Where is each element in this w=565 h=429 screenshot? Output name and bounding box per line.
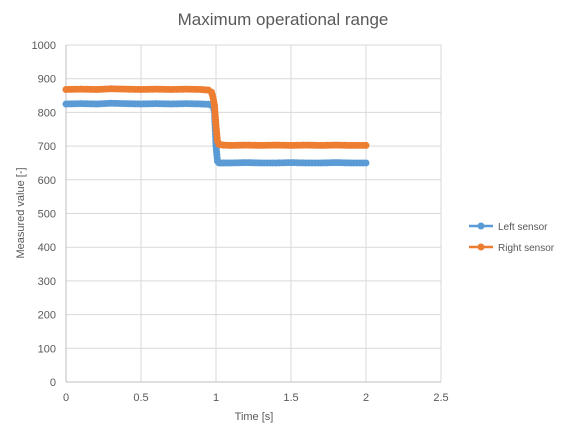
- y-tick-label: 0: [50, 377, 56, 389]
- series-left-sensor: [62, 99, 370, 167]
- y-tick-label: 1000: [32, 40, 56, 52]
- series-marker: [239, 159, 247, 167]
- series-marker: [239, 141, 247, 149]
- y-tick-label: 900: [38, 74, 56, 86]
- series-marker: [284, 141, 292, 149]
- series-marker: [299, 159, 307, 167]
- series-marker: [89, 85, 97, 93]
- series-marker: [104, 99, 112, 107]
- series-marker: [212, 119, 220, 127]
- series-marker: [225, 141, 232, 149]
- series-marker: [194, 85, 202, 93]
- legend: Left sensor Right sensor: [469, 222, 555, 254]
- series-marker: [254, 159, 262, 167]
- series-marker: [134, 85, 142, 93]
- x-tick-label: 0.5: [133, 392, 148, 404]
- series-marker: [299, 141, 307, 149]
- series-marker: [208, 91, 216, 99]
- series-marker: [89, 100, 97, 108]
- series-marker: [344, 159, 352, 167]
- series-marker: [314, 159, 322, 167]
- series-marker: [164, 100, 172, 108]
- series-marker: [149, 100, 157, 108]
- series-marker: [134, 100, 142, 108]
- legend-swatch-marker: [477, 243, 485, 251]
- series-marker: [213, 154, 221, 162]
- series-marker: [284, 159, 292, 167]
- series-marker: [254, 141, 262, 149]
- chart-title: Maximum operational range: [178, 10, 389, 29]
- x-axis-label: Time [s]: [235, 411, 274, 423]
- series-marker: [164, 85, 172, 93]
- series-right-sensor: [62, 85, 370, 149]
- series-marker: [149, 85, 157, 93]
- legend-label: Left sensor: [498, 222, 548, 233]
- y-tick-label: 700: [38, 141, 56, 153]
- series-marker: [269, 141, 277, 149]
- series-marker: [119, 100, 127, 108]
- series-marker: [104, 85, 112, 93]
- y-tick-label: 800: [38, 107, 56, 119]
- series-marker: [179, 85, 187, 93]
- series-marker: [179, 100, 187, 108]
- series-marker: [329, 159, 337, 167]
- series-marker: [359, 159, 367, 167]
- series-marker: [194, 100, 202, 108]
- y-tick-label: 400: [38, 242, 56, 254]
- series-marker: [359, 141, 367, 149]
- legend-item: Left sensor: [469, 222, 548, 233]
- x-tick-label: 2: [363, 392, 369, 404]
- series-marker: [225, 159, 232, 167]
- series-marker: [213, 134, 221, 142]
- series-marker: [329, 141, 337, 149]
- legend-label: Right sensor: [498, 243, 555, 254]
- legend-item: Right sensor: [469, 243, 555, 254]
- series-marker: [210, 99, 218, 107]
- series-marker: [344, 141, 352, 149]
- series-marker: [74, 100, 82, 108]
- series-marker: [269, 159, 277, 167]
- series-marker: [119, 85, 127, 93]
- y-tick-label: 300: [38, 276, 56, 288]
- series-marker: [314, 141, 322, 149]
- axes: 0 100 200 300 400 500 600 700 800 900 1000 0 0.5 1 1.5…: [32, 40, 449, 404]
- series-marker: [202, 86, 210, 94]
- x-tick-label: 0: [63, 392, 69, 404]
- x-tick-label: 1: [213, 392, 219, 404]
- y-tick-label: 600: [38, 175, 56, 187]
- series-group: [62, 85, 370, 167]
- y-axis-label: Measured value [-]: [15, 167, 27, 258]
- y-tick-label: 100: [38, 343, 56, 355]
- y-tick-label: 500: [38, 209, 56, 221]
- series-marker: [74, 85, 82, 93]
- legend-swatch-marker: [477, 222, 485, 230]
- x-tick-label: 2.5: [433, 392, 448, 404]
- y-tick-label: 200: [38, 310, 56, 322]
- x-tick-label: 1.5: [283, 392, 298, 404]
